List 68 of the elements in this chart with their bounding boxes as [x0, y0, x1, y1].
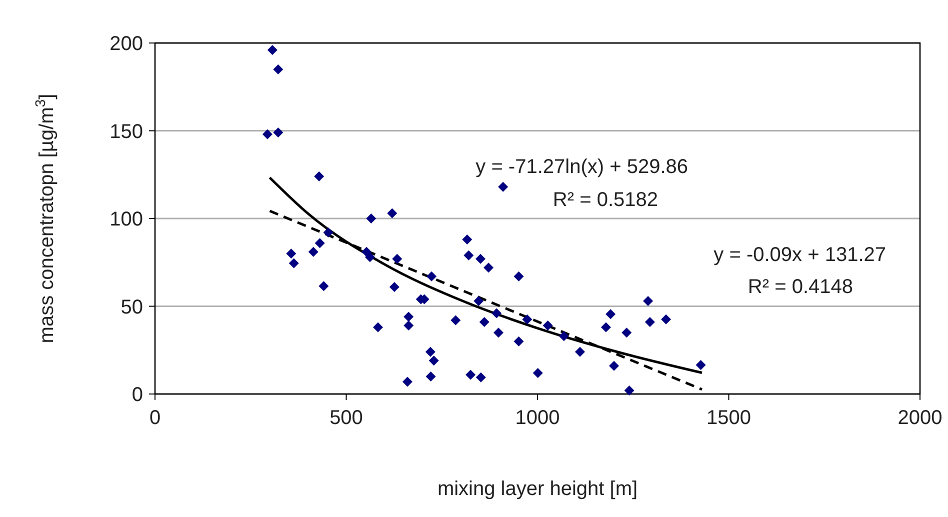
point [661, 314, 672, 324]
point [606, 309, 616, 320]
y-tick-label: 0 [132, 384, 143, 406]
point [392, 254, 402, 264]
point [318, 281, 329, 292]
point [267, 45, 278, 56]
point [426, 371, 436, 382]
y-tick-label: 100 [110, 208, 143, 230]
point [522, 314, 532, 324]
point [493, 328, 504, 338]
x-tick-label: 1000 [515, 407, 560, 429]
point [364, 252, 375, 262]
point [643, 296, 654, 306]
point [574, 346, 585, 357]
point [286, 248, 296, 259]
point [402, 376, 412, 387]
annotation: R² = 0.4148 [748, 276, 853, 298]
point [466, 370, 476, 380]
point [366, 214, 376, 224]
point [428, 356, 439, 366]
point [476, 254, 486, 264]
point [387, 208, 398, 218]
point [696, 360, 706, 370]
y-tick-label: 50 [120, 296, 143, 318]
point [600, 322, 611, 332]
point [314, 238, 325, 248]
x-tick-label: 1500 [706, 407, 751, 429]
point [288, 258, 299, 268]
point [476, 372, 486, 382]
point [273, 64, 284, 74]
x-axis-title: mixing layer height [m] [437, 478, 638, 500]
x-tick-label: 0 [149, 407, 161, 429]
point [644, 317, 655, 328]
y-tick-label: 150 [110, 120, 143, 143]
annotation: R² = 0.5182 [552, 189, 658, 211]
point [622, 328, 632, 338]
x-tick-label: 500 [330, 407, 363, 429]
y-tick-label: 200 [110, 33, 143, 55]
point [558, 331, 569, 342]
point [624, 385, 634, 396]
point [464, 250, 474, 260]
point [404, 312, 414, 322]
point [404, 320, 414, 331]
point [389, 282, 400, 292]
point [426, 271, 437, 282]
point [450, 315, 461, 326]
point [462, 234, 472, 245]
annotation: y = -0.09x + 131.27 [714, 244, 886, 266]
point [314, 171, 324, 182]
point [492, 308, 502, 318]
point [323, 228, 334, 238]
point [498, 182, 508, 192]
x-tick-label: 2000 [898, 407, 942, 429]
point [308, 246, 318, 257]
point [273, 128, 284, 138]
point [474, 296, 484, 306]
point [425, 346, 436, 357]
point [372, 322, 383, 332]
point [514, 271, 524, 282]
point [484, 262, 494, 273]
point [514, 336, 524, 346]
point [542, 320, 553, 331]
point [532, 368, 543, 378]
point [362, 246, 372, 257]
point [479, 317, 490, 328]
annotation: y = -71.27ln(x) + 529.86 [476, 156, 688, 178]
point [609, 360, 619, 371]
point [262, 129, 272, 140]
